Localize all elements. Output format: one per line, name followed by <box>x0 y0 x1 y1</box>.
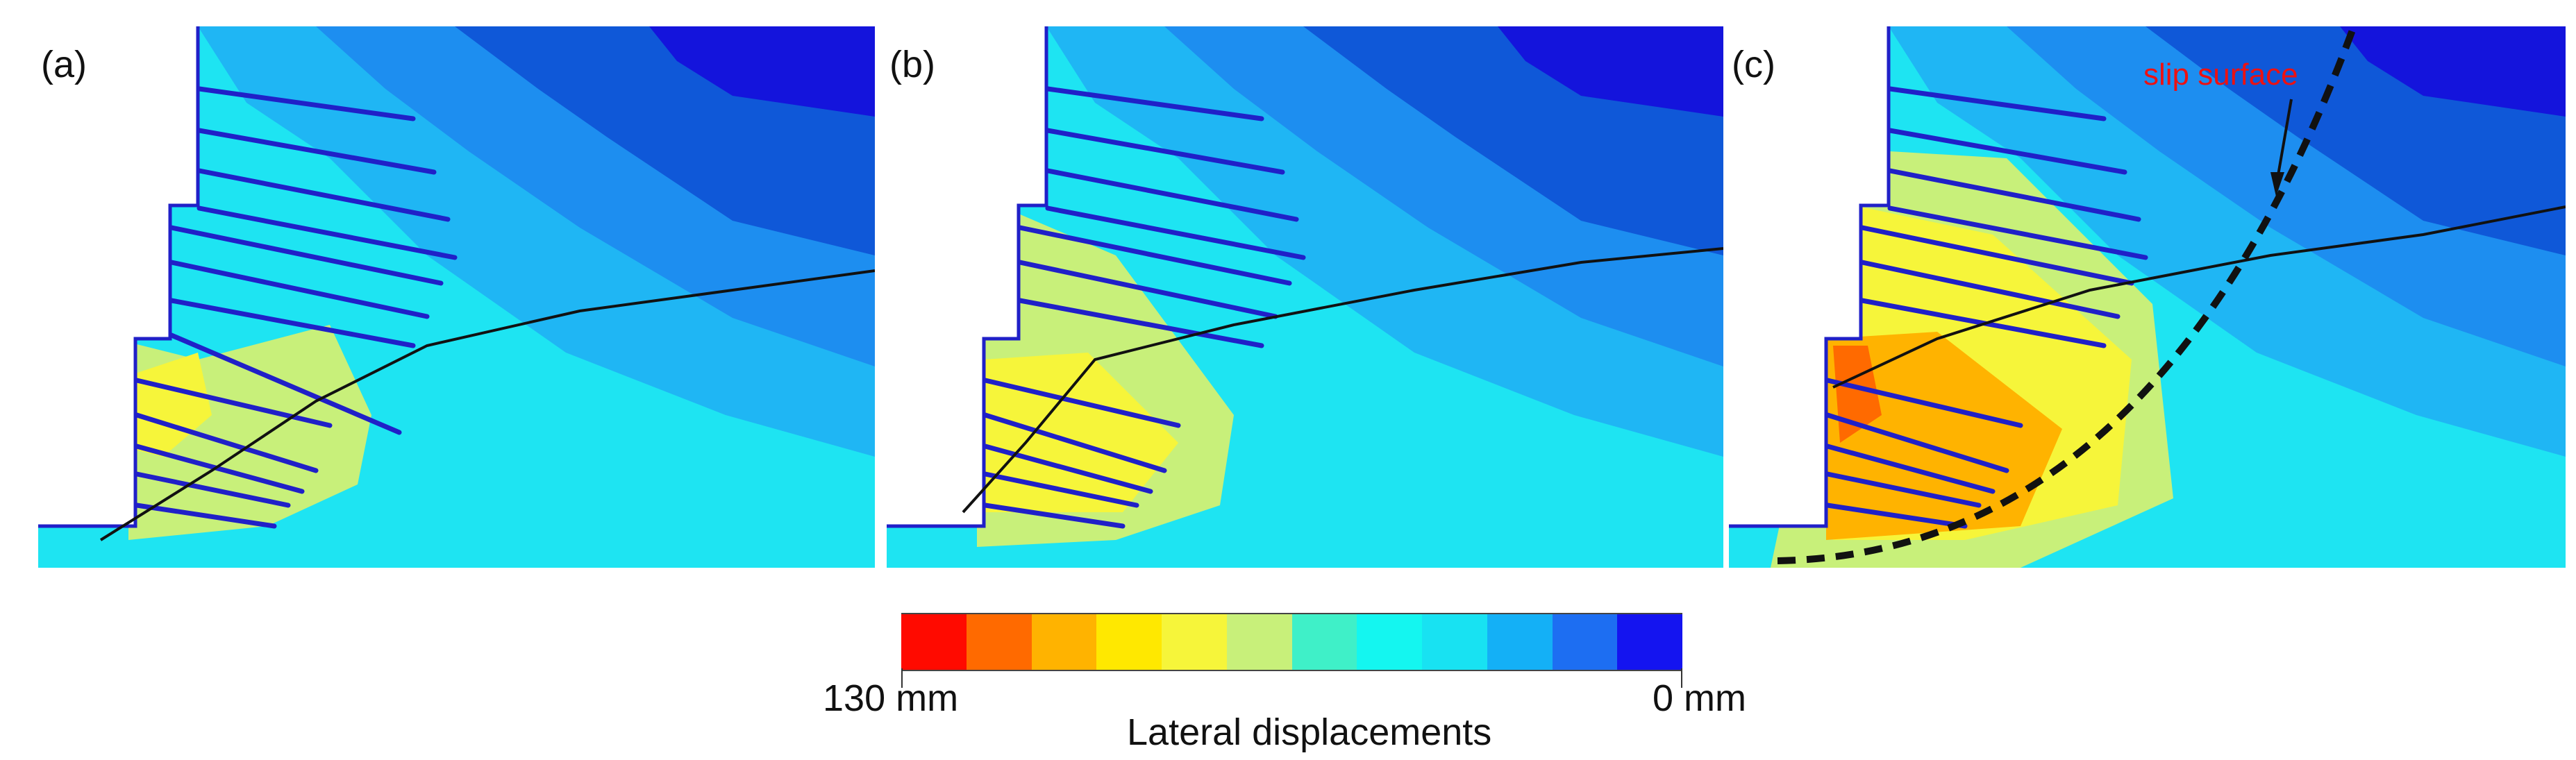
panel-a-nails <box>134 86 458 529</box>
legend-tick-min <box>1681 668 1682 688</box>
legend-swatch-3 <box>1096 614 1162 670</box>
legend-swatch-10 <box>1552 614 1618 670</box>
legend-swatch-0 <box>901 614 967 670</box>
legend-max-label: 130 mm <box>823 677 959 719</box>
legend-title: Lateral displacements <box>1127 711 1492 753</box>
panel-b-nails <box>982 86 1306 529</box>
panel-c-slip-surface <box>1777 26 2357 564</box>
legend-swatch-6 <box>1291 614 1357 670</box>
panel-c: (c) slip surface <box>1729 26 2566 568</box>
panel-a: (a) <box>38 26 875 568</box>
legend-min-label: 0 mm <box>1653 677 1746 719</box>
panel-a-slip-line <box>99 269 875 541</box>
panel-b-contour <box>887 26 1723 568</box>
legend-swatch-7 <box>1357 614 1422 670</box>
legend-swatch-2 <box>1031 614 1097 670</box>
slip-arrow-head <box>2270 172 2284 196</box>
panel-b-label: (b) <box>889 44 935 85</box>
panel-c-nails <box>1825 86 2148 529</box>
slip-surface-label: slip surface <box>2143 58 2298 92</box>
panel-c-label: (c) <box>1732 44 1775 85</box>
legend-swatch-9 <box>1487 614 1553 670</box>
panel-a-label: (a) <box>41 44 87 85</box>
panel-c-crack-line <box>1832 205 2566 389</box>
panel-a-contour <box>38 26 875 568</box>
legend-swatch-4 <box>1162 614 1227 670</box>
slip-arrow-shaft <box>2276 99 2293 180</box>
panel-b-slip-line <box>962 247 1723 514</box>
legend-swatch-11 <box>1617 614 1682 670</box>
legend-swatch-5 <box>1226 614 1292 670</box>
panel-c-contour <box>1729 26 2566 568</box>
panel-b: (b) <box>887 26 1723 568</box>
legend-tick-max <box>901 668 903 688</box>
legend-swatch-1 <box>966 614 1032 670</box>
legend-colorbar <box>901 613 1682 671</box>
color-legend: 130 mm 0 mm Lateral displacements <box>823 613 1746 759</box>
legend-swatch-8 <box>1422 614 1487 670</box>
